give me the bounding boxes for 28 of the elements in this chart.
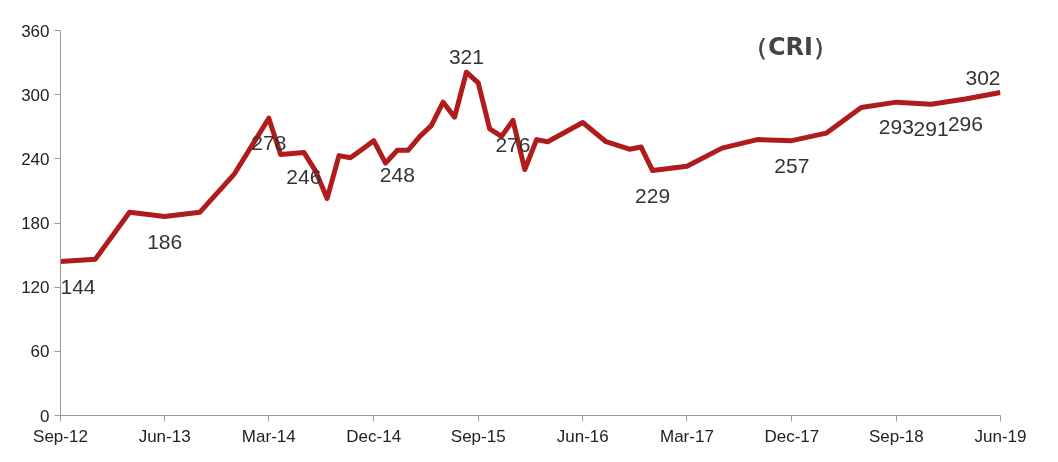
annotation: 248 [379,163,415,187]
annotation: 257 [774,153,810,177]
annotation: 144 [60,274,96,298]
annotation: 291 [913,117,949,141]
x-tick-label: Jun-16 [556,426,609,446]
x-tick-label: Mar-14 [241,426,296,446]
x-tick-label: Jun-13 [138,426,191,446]
annotation: 229 [635,183,671,207]
x-tick-label: Sep-18 [868,426,924,446]
x-tick-label: Sep-15 [450,426,506,446]
annotation: 302 [965,65,1001,89]
y-tick-label: 0 [40,406,50,426]
y-tick-label: 180 [21,214,50,233]
annotation: 186 [147,229,183,253]
y-tick-label: 360 [21,21,50,41]
x-tick-label: Dec-14 [346,426,402,446]
annotation: 296 [947,111,983,135]
y-tick-label: 120 [21,278,50,298]
chart-title: （CRI） [743,32,838,61]
x-tick-label: Sep-12 [33,426,88,446]
x-tick-label: Dec-17 [764,426,820,446]
x-tick-label: Mar-17 [659,426,714,446]
annotation: 321 [448,45,484,69]
y-tick-label: 60 [30,342,50,362]
y-tick-label: 240 [21,149,50,169]
y-tick-label: 300 [21,85,50,105]
x-tick-label: Jun-19 [974,426,1027,446]
annotation: 293 [878,115,914,139]
